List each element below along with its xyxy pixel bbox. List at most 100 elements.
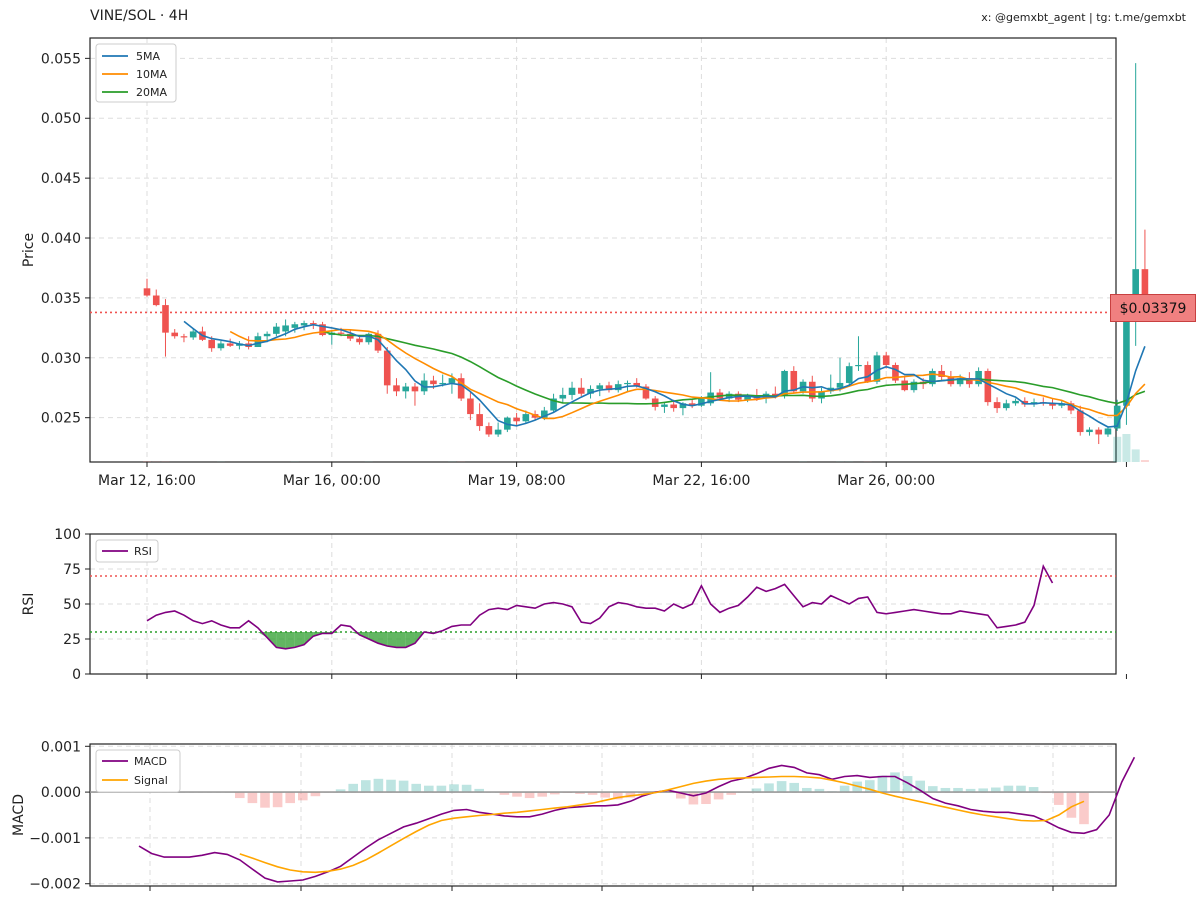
candle-body [171, 332, 179, 337]
ma5-line [183, 320, 1146, 428]
rsi-ytick-label: 75 [63, 562, 81, 578]
candle [614, 380, 622, 393]
legend-label-rsi: RSI [134, 545, 152, 558]
candle-body [966, 378, 973, 385]
candle-body [559, 394, 567, 399]
macd-histogram-bar [235, 792, 245, 799]
signal-line [239, 775, 1085, 874]
candle-body [633, 382, 641, 387]
candle-body [577, 387, 585, 394]
candle-body [485, 426, 493, 435]
macd-histogram-bar [474, 788, 484, 793]
candle-body [365, 333, 373, 343]
candle [217, 341, 225, 351]
macd-histogram-bar [839, 785, 850, 793]
macd-histogram-bar [625, 792, 636, 798]
candle-body [162, 305, 169, 333]
rsi-oversold-fill [368, 632, 378, 644]
volume-bar [1122, 434, 1131, 462]
price-legend-box [95, 43, 177, 103]
candle [1067, 400, 1075, 415]
candle-body [273, 326, 280, 334]
macd-histogram-bar [1016, 785, 1026, 793]
rsi-oversold-fill [276, 632, 286, 649]
volume-bar [1131, 449, 1140, 462]
candle [1021, 397, 1029, 407]
credit-text: x: @gemxbt_agent | tg: t.me/gemxbt [981, 11, 1186, 24]
macd-histogram-bar [814, 788, 825, 793]
candle-body [374, 333, 382, 351]
candle [1012, 398, 1019, 406]
price-xtick-label: Mar 22, 16:00 [652, 473, 750, 489]
candle-body [772, 393, 779, 397]
macd-histogram-bar [713, 792, 724, 800]
candle [642, 384, 650, 400]
price-ytick-label: 0.045 [41, 171, 81, 187]
macd-histogram-bar [386, 779, 396, 793]
candle [420, 373, 428, 395]
candle-body [143, 288, 151, 296]
candle [494, 422, 502, 437]
candle [171, 329, 179, 339]
legend-label-10ma: 10MA [136, 68, 167, 81]
price-legend: 5MA 10MA 20MA [95, 43, 177, 103]
candle-body [1003, 403, 1010, 409]
macd-histogram-bar [676, 792, 686, 799]
macd-histogram-bar [613, 792, 623, 800]
rsi-oversold-fill [285, 632, 295, 649]
macd-histogram-bar [1079, 792, 1089, 825]
macd-ytick-label: −0.002 [29, 877, 81, 893]
macd-histogram-bar [802, 787, 812, 793]
candle [383, 347, 391, 394]
candle-body [845, 366, 853, 383]
candle-body [430, 380, 437, 385]
candle [1095, 427, 1103, 445]
candle [356, 336, 363, 345]
candle-body [522, 414, 530, 422]
candle-body [818, 391, 825, 399]
candle-body [614, 384, 622, 391]
price-ytick-label: 0.050 [41, 111, 81, 127]
candle [1104, 426, 1112, 437]
candle-body [263, 333, 271, 337]
candle [550, 393, 557, 413]
rsi-chart: 0 25 50 75 100 RSI RSI [21, 527, 1127, 683]
macd-ytick-label: −0.001 [29, 831, 81, 847]
candle [457, 373, 465, 401]
candle-body [661, 404, 668, 407]
price-ylabel: Price [21, 233, 37, 267]
candle [605, 381, 613, 393]
candle-body [1104, 428, 1112, 435]
macd-histogram-bar [524, 792, 535, 799]
macd-histogram-bar [461, 784, 472, 793]
macd-histogram-bar [890, 772, 900, 793]
candle-body [873, 355, 881, 382]
candle-body [393, 385, 400, 392]
macd-histogram-bar [953, 787, 963, 793]
candle-body [605, 385, 613, 391]
candle [411, 382, 419, 406]
price-ytick-label: 0.035 [41, 291, 81, 307]
price-xtick-label: Mar 12, 16:00 [98, 473, 196, 489]
macd-ytick-label: 0.000 [41, 785, 81, 801]
current-price-label: $0.03379 [1110, 294, 1196, 322]
candle [522, 410, 530, 424]
macd-histogram-bar [776, 781, 787, 793]
macd-histogram-bar [260, 792, 270, 808]
candle-body [383, 350, 391, 386]
candle [845, 362, 853, 387]
candle [1003, 399, 1010, 411]
candle-body [300, 323, 308, 326]
candle [226, 338, 234, 348]
macd-histogram-bar [424, 785, 434, 793]
candle [476, 403, 483, 431]
price-ytick-label: 0.030 [41, 351, 81, 367]
candle-body [420, 380, 428, 392]
candle-body [189, 331, 197, 338]
macd-histogram-bar [512, 792, 522, 797]
rsi-ytick-label: 25 [63, 632, 81, 648]
candle-body [439, 382, 446, 385]
macd-histogram-bar [398, 780, 409, 793]
candle-body [956, 378, 964, 385]
candle-body [291, 324, 299, 328]
